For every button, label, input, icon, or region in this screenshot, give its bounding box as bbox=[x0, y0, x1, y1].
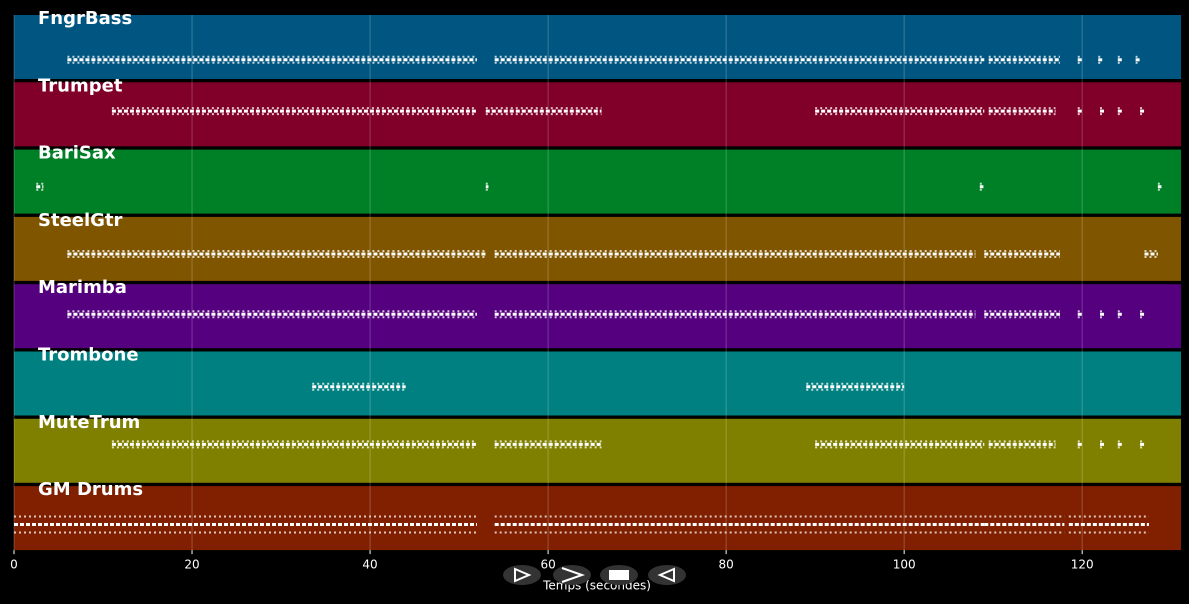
track-band bbox=[14, 216, 1181, 281]
x-tick-label: 120 bbox=[1071, 558, 1094, 572]
track-name: MuteTrum bbox=[38, 412, 140, 433]
track-band bbox=[14, 149, 1181, 214]
track-name: Trombone bbox=[38, 345, 139, 366]
forward-icon bbox=[561, 567, 586, 583]
track-band bbox=[14, 418, 1181, 483]
play-button[interactable] bbox=[503, 565, 541, 585]
back-icon bbox=[657, 567, 675, 583]
track-band bbox=[14, 15, 1181, 79]
forward-button[interactable] bbox=[553, 565, 591, 585]
back-button[interactable] bbox=[648, 565, 686, 585]
track-name: GM Drums bbox=[38, 479, 143, 500]
track-name: Trumpet bbox=[38, 75, 123, 96]
track-name: Marimba bbox=[38, 277, 127, 298]
tracks: FngrBass Trumpet BariSax SteelGtr Marimba Tro… bbox=[13, 8, 1181, 551]
x-tick-label: 40 bbox=[362, 558, 377, 572]
track-band bbox=[14, 486, 1181, 551]
track-name: FngrBass bbox=[38, 8, 132, 29]
track-band bbox=[14, 351, 1181, 416]
track-name: BariSax bbox=[38, 143, 116, 164]
track-name: SteelGtr bbox=[38, 210, 123, 231]
track-band bbox=[14, 284, 1181, 349]
x-axis: 0 20 40 60 80 100 120 bbox=[10, 550, 1094, 572]
x-tick-label: 100 bbox=[893, 558, 916, 572]
x-tick-label: 80 bbox=[718, 558, 733, 572]
play-icon bbox=[514, 567, 532, 583]
x-tick-label: 20 bbox=[184, 558, 199, 572]
x-tick-label: 60 bbox=[540, 558, 555, 572]
x-tick-label: 0 bbox=[10, 558, 18, 572]
transport-controls bbox=[503, 565, 686, 585]
stop-icon bbox=[609, 570, 629, 580]
